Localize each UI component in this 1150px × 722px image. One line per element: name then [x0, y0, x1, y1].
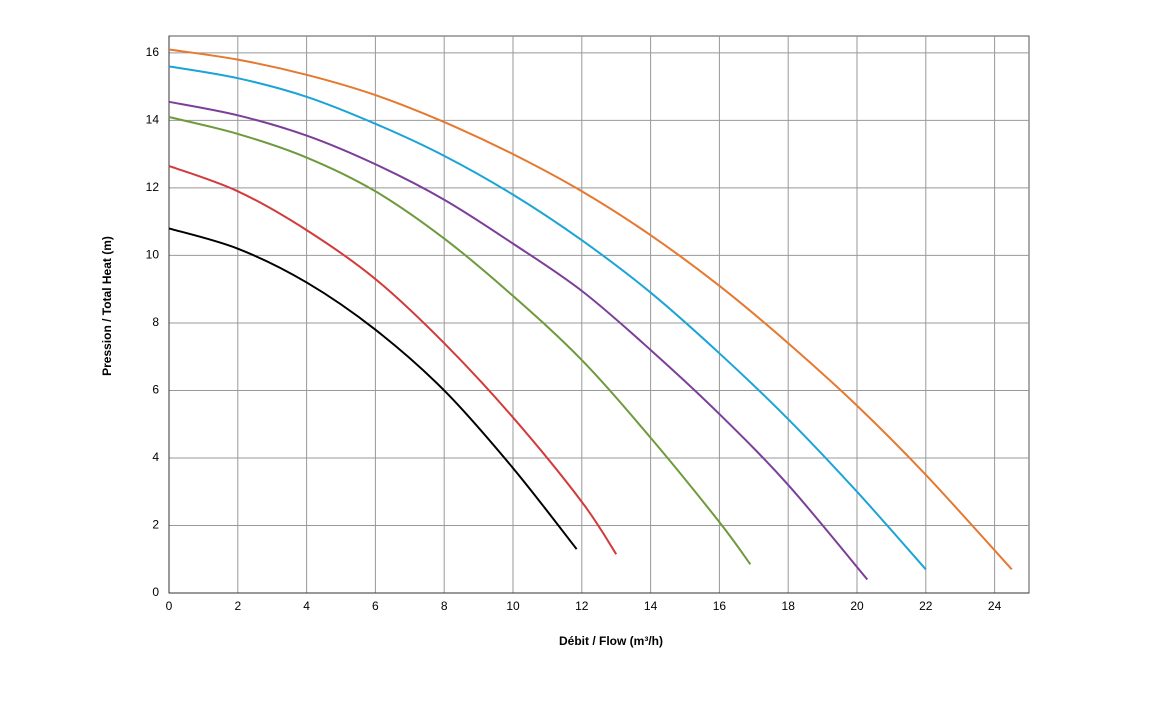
- y-tick-label: 14: [146, 113, 160, 127]
- curve: [168, 65, 927, 571]
- y-tick-label: 0: [152, 585, 159, 599]
- y-tick-label: 6: [152, 383, 159, 397]
- x-tick-label: 16: [713, 599, 727, 613]
- x-tick-label: 0: [166, 599, 173, 613]
- x-axis-title: Débit / Flow (m³/h): [559, 634, 663, 648]
- x-tick-label: 8: [441, 599, 448, 613]
- plot-border: [168, 35, 1030, 594]
- y-tick-label: 2: [152, 518, 159, 532]
- x-tick-label: 12: [575, 599, 589, 613]
- x-tick-label: 14: [644, 599, 658, 613]
- y-tick-label: 10: [146, 248, 160, 262]
- curve: [168, 116, 752, 565]
- curve: [168, 48, 1013, 571]
- curve: [168, 227, 578, 550]
- y-tick-label: 4: [152, 450, 159, 464]
- x-tick-label: 20: [850, 599, 864, 613]
- x-tick-label: 4: [303, 599, 310, 613]
- curve: [168, 165, 618, 555]
- x-tick-label: 18: [782, 599, 796, 613]
- y-tick-label: 16: [146, 45, 160, 59]
- y-tick-label: 12: [146, 180, 160, 194]
- x-tick-label: 6: [372, 599, 379, 613]
- y-axis-title: Pression / Total Heat (m): [100, 236, 114, 376]
- y-tick-label: 8: [152, 315, 159, 329]
- x-tick-label: 10: [506, 599, 520, 613]
- curve: [168, 100, 869, 581]
- x-tick-label: 24: [988, 599, 1002, 613]
- x-tick-label: 2: [234, 599, 241, 613]
- x-tick-label: 22: [919, 599, 933, 613]
